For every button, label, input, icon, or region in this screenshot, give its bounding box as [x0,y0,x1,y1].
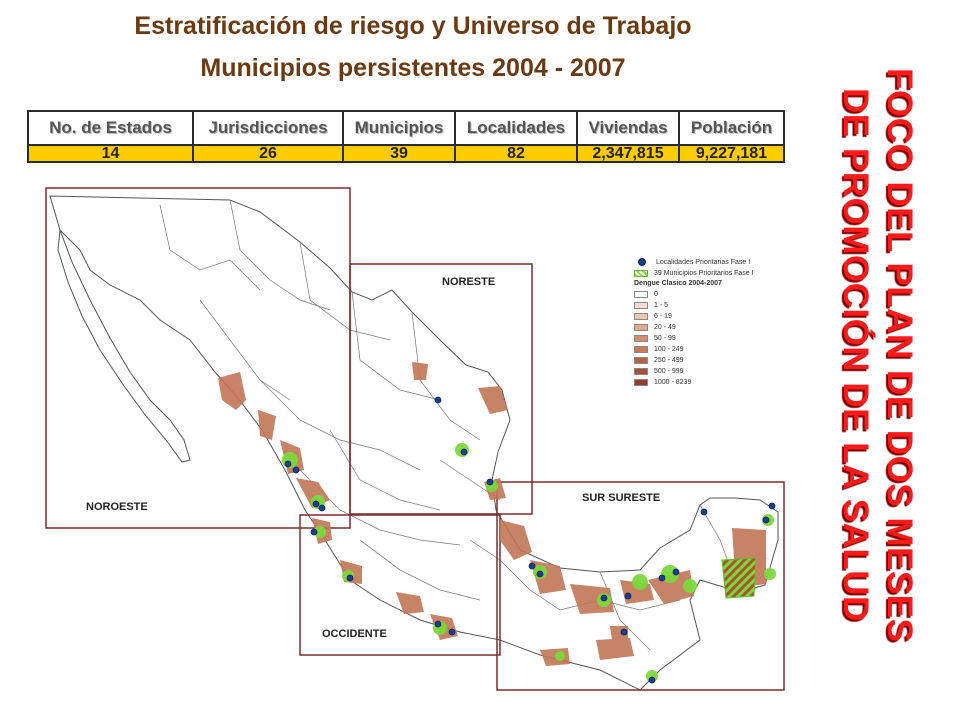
legend-class-label: 1 - 5 [654,301,669,309]
stats-value-row: 14 26 39 82 2,347,815 9,227,181 [27,144,785,163]
header-localities: Localidades [454,110,578,146]
legend-swatch [634,378,648,386]
header-population: Población [678,110,785,146]
legend-swatch [634,301,648,309]
legend-class-row: 500 - 999 [634,366,764,376]
legend-swatch [634,323,648,331]
legend-class-label: 1000 - 8239 [654,378,692,386]
legend-localities-label: Localidades Prioritarias Fase I [656,258,751,266]
legend-class-label: 50 - 99 [654,334,676,342]
legend-swatch [634,356,648,364]
value-population: 9,227,181 [678,144,785,163]
legend-class-row: 1 - 5 [634,300,764,310]
legend-class-row: 20 - 49 [634,322,764,332]
side-title-line-1: FOCO DEL PLAN DE DOS MESES [880,67,919,643]
legend-municipalities-label: 39 Municipios Prioritarios Fase I [654,269,754,277]
region-box-occidente [299,514,501,656]
legend-swatch [634,345,648,353]
region-label-sur-sureste: SUR SURESTE [582,492,661,504]
legend-class-label: 6 - 19 [654,312,672,320]
hatched-municipality [721,557,757,599]
legend-class-label: 250 - 499 [654,356,684,364]
header-dwellings: Viviendas [576,110,680,146]
region-box-noreste [349,263,533,515]
page-title: Estratificación de riesgo y Universo de … [134,12,692,40]
value-jurisdictions: 26 [192,144,344,163]
map-legend: Localidades Prioritarias Fase I 39 Munic… [634,257,764,388]
legend-class-row: 1000 - 8239 [634,377,764,387]
hatch-swatch-icon [634,269,648,277]
stats-header-row: No. de Estados Jurisdicciones Municipios… [27,110,785,146]
value-localities: 82 [454,144,578,163]
locality-dot-icon [638,258,646,266]
legend-swatch [634,334,648,342]
legend-swatch [634,367,648,375]
legend-class-label: 20 - 49 [654,323,676,331]
legend-class-label: 500 - 999 [654,367,684,375]
baja-peninsula [57,229,191,463]
side-banner: FOCO DEL PLAN DE DOS MESES DE PROMOCIÓN … [832,20,922,690]
legend-swatch [634,312,648,320]
legend-class-label: 100 - 249 [654,345,684,353]
country-outline [49,195,779,691]
legend-class-row: 100 - 249 [634,344,764,354]
header-municipalities: Municipios [342,110,456,146]
header-states: No. de Estados [27,110,194,146]
region-label-occidente: OCCIDENTE [322,628,387,640]
legend-class-row: 0 [634,289,764,299]
legend-municipalities: 39 Municipios Prioritarios Fase I [634,268,764,278]
page-subtitle: Municipios persistentes 2004 - 2007 [200,54,626,82]
legend-swatch [634,290,648,298]
side-title-line-2: DE PROMOCIÓN DE LA SALUD [836,88,875,622]
legend-localities: Localidades Prioritarias Fase I [634,257,764,267]
value-dwellings: 2,347,815 [576,144,680,163]
priority-localities [284,396,776,684]
value-municipalities: 39 [342,144,456,163]
legend-class-row: 50 - 99 [634,333,764,343]
legend-class-row: 6 - 19 [634,311,764,321]
header-jurisdictions: Jurisdicciones [192,110,344,146]
legend-dengue-title: Dengue Clasico 2004-2007 [634,280,722,287]
region-box-sur-sureste [496,481,785,691]
region-label-noroeste: NOROESTE [86,501,148,513]
region-boxes [45,187,785,691]
legend-class-row: 250 - 499 [634,355,764,365]
value-states: 14 [27,144,194,163]
legend-class-label: 0 [654,290,658,298]
legend-classes: 0 1 - 5 6 - 19 20 - 49 50 - 99 100 - 249 250 -… [634,289,764,387]
stats-table: No. de Estados Jurisdicciones Municipios… [27,110,785,163]
region-label-noreste: NORESTE [442,276,496,288]
